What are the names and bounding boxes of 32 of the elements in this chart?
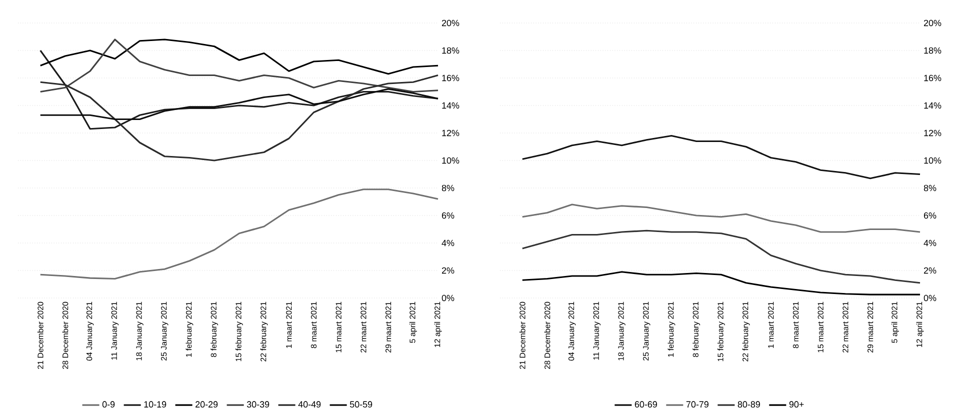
legend-label: 30-39	[246, 401, 270, 408]
y-tick-label: 4%	[924, 240, 936, 246]
legend-label: 10-19	[144, 401, 166, 408]
y-tick-label: 12%	[442, 130, 460, 136]
y-tick-label: 16%	[924, 74, 942, 82]
legend-label: 20-29	[196, 401, 218, 408]
legend-label: 40-49	[298, 401, 321, 408]
legend-label: 60-69	[634, 401, 657, 408]
y-tick-label: 6%	[442, 212, 454, 219]
legend-label: 70-79	[686, 401, 708, 408]
y-tick-label: 0%	[924, 294, 936, 302]
y-tick-label: 4%	[442, 240, 454, 246]
y-tick-label: 2%	[442, 267, 454, 274]
y-tick-label: 8%	[924, 184, 936, 192]
y-tick-label: 14%	[442, 102, 460, 109]
y-tick-label: 2%	[924, 267, 936, 274]
legend-label: 50-59	[350, 401, 372, 408]
y-tick-label: 8%	[442, 184, 454, 192]
y-tick-label: 16%	[442, 74, 460, 82]
y-tick-label: 18%	[442, 47, 460, 54]
y-tick-label: 20%	[924, 20, 942, 26]
y-tick-label: 20%	[442, 20, 460, 26]
y-tick-label: 18%	[924, 47, 942, 54]
y-tick-label: 10%	[924, 157, 942, 164]
y-tick-label: 10%	[442, 157, 460, 164]
y-tick-label: 12%	[924, 130, 942, 136]
y-tick-label: 6%	[924, 212, 936, 219]
legend-label: 90+	[789, 401, 804, 408]
y-tick-label: 0%	[442, 294, 454, 302]
legend-label: 80-89	[738, 401, 760, 408]
y-tick-label: 14%	[924, 102, 942, 109]
legend-label: 0-9	[102, 401, 115, 408]
